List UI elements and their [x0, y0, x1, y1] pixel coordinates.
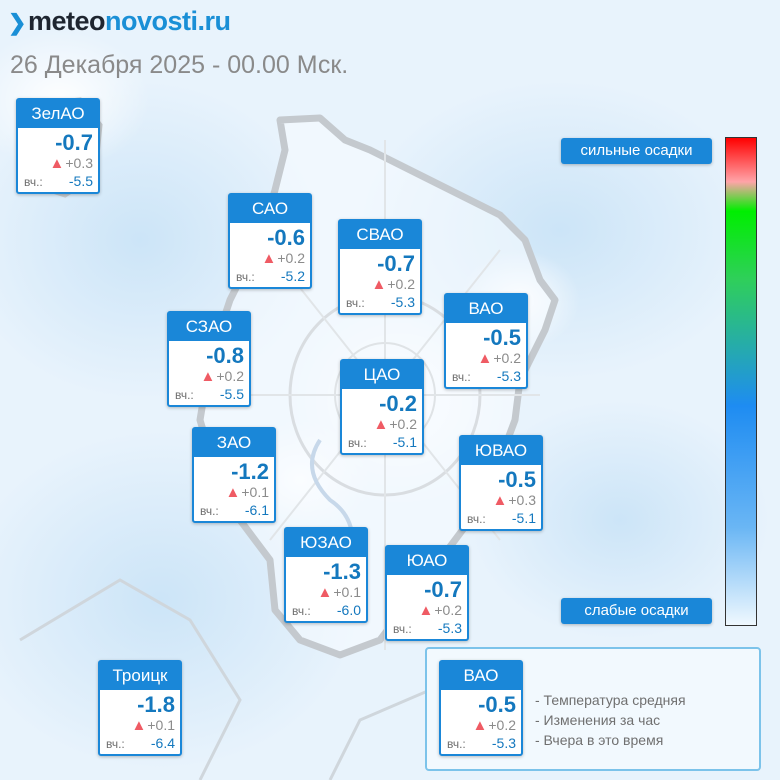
yesterday-temperature: -5.3 [496, 368, 521, 384]
yesterday-label: вч.: [292, 604, 311, 618]
district-card-zao[interactable]: ЗАО -1.2 ▲+0.1 вч.: -6.1 [192, 427, 276, 523]
yesterday-label: вч.: [346, 296, 365, 310]
triangle-up-icon: ▲ [317, 584, 333, 601]
triangle-up-icon: ▲ [200, 368, 216, 385]
yesterday-temperature: -5.3 [390, 294, 415, 310]
average-temperature: -0.5 [483, 325, 521, 350]
hourly-change: ▲+0.1 [225, 484, 270, 501]
district-card-sao[interactable]: САО -0.6 ▲+0.2 вч.: -5.2 [228, 193, 312, 289]
average-temperature: -0.6 [267, 225, 305, 250]
district-card-tsao[interactable]: ЦАО -0.2 ▲+0.2 вч.: -5.1 [340, 359, 424, 455]
district-name: ЦАО [342, 361, 422, 389]
district-name: ЮЗАО [286, 529, 366, 557]
hourly-change: ▲+0.2 [418, 602, 463, 619]
district-name: ВАО [441, 662, 521, 690]
average-temperature: -0.8 [206, 343, 244, 368]
average-temperature: -1.3 [323, 559, 361, 584]
triangle-up-icon: ▲ [371, 276, 387, 293]
district-name: ЗелАО [18, 100, 98, 128]
triangle-up-icon: ▲ [472, 717, 488, 734]
district-name: СВАО [340, 221, 420, 249]
light-precipitation-label: слабые осадки [561, 598, 712, 624]
yesterday-label: вч.: [447, 737, 466, 751]
logo-prefix: meteo [27, 6, 106, 36]
legend-explanations: - Температура средняя - Изменения за час… [535, 690, 686, 750]
yesterday-label: вч.: [393, 622, 412, 636]
yesterday-temperature: -5.2 [280, 268, 305, 284]
legend-line-yesterday: - Вчера в это время [535, 732, 664, 748]
district-card-yuzao[interactable]: ЮЗАО -1.3 ▲+0.1 вч.: -6.0 [284, 527, 368, 623]
district-name: Троицк [100, 662, 180, 690]
triangle-up-icon: ▲ [373, 416, 389, 433]
district-card-vao[interactable]: ВАО -0.5 ▲+0.2 вч.: -5.3 [444, 293, 528, 389]
average-temperature: -0.7 [377, 251, 415, 276]
yesterday-label: вч.: [236, 270, 255, 284]
district-card-zelao[interactable]: ЗелАО -0.7 ▲+0.3 вч.: -5.5 [16, 98, 100, 194]
hourly-change: ▲+0.3 [492, 492, 537, 509]
hourly-change: ▲+0.2 [200, 368, 245, 385]
hourly-change: ▲+0.2 [477, 350, 522, 367]
average-temperature: -1.8 [137, 692, 175, 717]
logo-suffix: novosti.ru [104, 6, 231, 36]
triangle-up-icon: ▲ [261, 250, 277, 267]
logo-mark-icon: ❯ [8, 10, 26, 35]
average-temperature: -0.7 [424, 577, 462, 602]
triangle-up-icon: ▲ [418, 602, 434, 619]
yesterday-label: вч.: [452, 370, 471, 384]
yesterday-label: вч.: [348, 436, 367, 450]
hourly-change: ▲+0.2 [373, 416, 418, 433]
average-temperature: -1.2 [231, 459, 269, 484]
yesterday-temperature: -6.0 [336, 602, 361, 618]
district-card-szao[interactable]: СЗАО -0.8 ▲+0.2 вч.: -5.5 [167, 311, 251, 407]
yesterday-temperature: -5.1 [511, 510, 536, 526]
yesterday-temperature: -5.5 [219, 386, 244, 402]
yesterday-label: вч.: [175, 388, 194, 402]
site-logo[interactable]: ❯meteonovosti.ru [8, 6, 231, 37]
triangle-up-icon: ▲ [492, 492, 508, 509]
yesterday-temperature: -5.1 [392, 434, 417, 450]
hourly-change: ▲+0.2 [371, 276, 416, 293]
district-card-yuao[interactable]: ЮАО -0.7 ▲+0.2 вч.: -5.3 [385, 545, 469, 641]
district-name: ВАО [446, 295, 526, 323]
average-temperature: -0.2 [379, 391, 417, 416]
average-temperature: -0.5 [498, 467, 536, 492]
district-name: ЮВАО [461, 437, 541, 465]
yesterday-temperature: -6.4 [150, 735, 175, 751]
yesterday-temperature: -6.1 [244, 502, 269, 518]
hourly-change: ▲+0.2 [472, 717, 517, 734]
forecast-datetime: 26 Декабря 2025 - 00.00 Мск. [10, 51, 349, 79]
triangle-up-icon: ▲ [477, 350, 493, 367]
triangle-up-icon: ▲ [131, 717, 147, 734]
legend-line-hourly-change: - Изменения за час [535, 712, 661, 728]
triangle-up-icon: ▲ [49, 155, 65, 172]
district-name: ЮАО [387, 547, 467, 575]
heavy-precipitation-label: сильные осадки [561, 138, 712, 164]
average-temperature: -0.7 [55, 130, 93, 155]
yesterday-temperature: -5.3 [437, 620, 462, 636]
yesterday-temperature: -5.3 [491, 735, 516, 751]
yesterday-label: вч.: [24, 175, 43, 189]
yesterday-label: вч.: [200, 504, 219, 518]
district-card-troitsk[interactable]: Троицк -1.8 ▲+0.1 вч.: -6.4 [98, 660, 182, 756]
district-card-svao[interactable]: СВАО -0.7 ▲+0.2 вч.: -5.3 [338, 219, 422, 315]
district-name: СЗАО [169, 313, 249, 341]
district-name: ЗАО [194, 429, 274, 457]
district-card-yuvao[interactable]: ЮВАО -0.5 ▲+0.3 вч.: -5.1 [459, 435, 543, 531]
legend-sample-card: ВАО -0.5 ▲+0.2 вч.: -5.3 [439, 660, 523, 756]
district-name: САО [230, 195, 310, 223]
hourly-change: ▲+0.1 [131, 717, 176, 734]
hourly-change: ▲+0.3 [49, 155, 94, 172]
yesterday-temperature: -5.5 [68, 173, 93, 189]
average-temperature: -0.5 [478, 692, 516, 717]
triangle-up-icon: ▲ [225, 484, 241, 501]
hourly-change: ▲+0.1 [317, 584, 362, 601]
precipitation-color-scale [725, 137, 757, 626]
yesterday-label: вч.: [467, 512, 486, 526]
yesterday-label: вч.: [106, 737, 125, 751]
legend-line-average-temp: - Температура средняя [535, 692, 686, 708]
hourly-change: ▲+0.2 [261, 250, 306, 267]
